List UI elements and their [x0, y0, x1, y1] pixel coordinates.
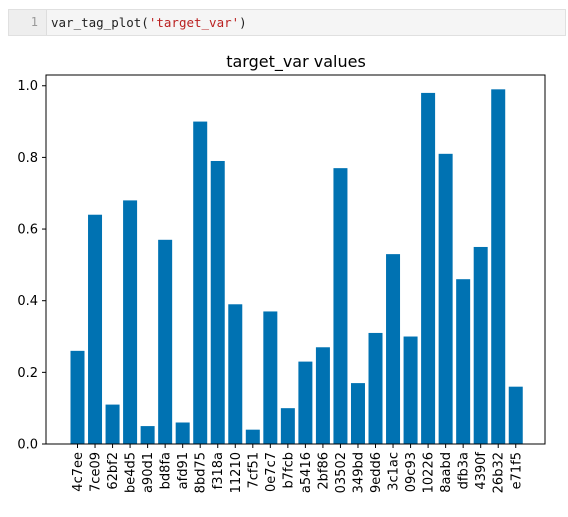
bar-349bd	[350, 383, 365, 444]
bar-b7fcb	[280, 408, 295, 444]
bar-a5416	[298, 361, 313, 444]
y-axis: 0.0 0.2 0.4 0.6 0.8 1.0	[17, 79, 46, 453]
x-tick-label: afd91	[176, 452, 191, 489]
x-tick-label: 7cf51	[246, 452, 261, 489]
y-tick-label: 0.0	[17, 438, 38, 453]
x-tick-label: be4d5	[124, 452, 139, 493]
x-tick-label: dfb3a	[457, 452, 472, 489]
bar-4390f	[473, 246, 488, 444]
x-tick-label: 09c93	[404, 452, 419, 492]
x-tick-label: 9edd6	[369, 452, 384, 493]
x-tick-label: 349bd	[351, 452, 366, 493]
bar-f318a	[210, 160, 225, 445]
x-tick-label: 03502	[334, 452, 349, 493]
x-tick-label: bd8fa	[159, 452, 174, 489]
x-tick-label: 3c1ac	[387, 452, 402, 491]
bar-bd8fa	[158, 239, 173, 444]
bar-26b32	[491, 89, 506, 444]
bar-dfb3a	[456, 279, 471, 444]
bar-e71f5	[508, 386, 523, 444]
code-string-literal: 'target_var'	[148, 15, 240, 30]
x-tick-label: 7ce09	[89, 452, 104, 492]
x-tick-label: b7fcb	[281, 452, 296, 489]
x-tick-label: 8bd75	[194, 452, 209, 493]
x-tick-label: a5416	[299, 452, 314, 493]
bar-10226	[421, 92, 436, 444]
y-tick-label: 0.6	[17, 223, 38, 238]
bar-7ce09	[88, 214, 103, 444]
code-function-call: var_tag_plot(	[51, 15, 149, 30]
plot-frame	[45, 74, 546, 445]
bar-7cf51	[245, 429, 260, 444]
x-tick-label: f318a	[211, 452, 226, 489]
code-cell[interactable]: 1 var_tag_plot('target_var')	[8, 9, 566, 36]
x-tick-label: 4c7ee	[71, 452, 86, 492]
bar-8aabd	[438, 153, 453, 444]
bar-09c93	[403, 336, 418, 444]
x-tick-label: a90d1	[141, 452, 156, 493]
line-number: 1	[9, 10, 47, 35]
code-line[interactable]: var_tag_plot('target_var')	[51, 10, 247, 35]
bar-be4d5	[123, 200, 138, 444]
bar-8bd75	[193, 121, 208, 444]
bar-03502	[333, 168, 348, 444]
x-tick-label: 0e7c7	[264, 452, 279, 492]
x-tick-label: 4390f	[474, 452, 489, 490]
x-tick-label: 8aabd	[439, 452, 454, 493]
bar-9edd6	[368, 332, 383, 444]
bar-afd91	[175, 422, 190, 444]
bar-4c7ee	[70, 350, 85, 444]
x-axis: 4c7ee 7ce09 62bf2 be4d5 a90d1 bd8fa afd91 8bd75…	[71, 444, 524, 493]
y-tick-label: 0.8	[17, 151, 38, 166]
y-tick-label: 0.2	[17, 366, 38, 381]
bar-a90d1	[140, 426, 155, 444]
bar-3c1ac	[386, 254, 401, 444]
bar-62bf2	[105, 404, 120, 444]
bars-group	[70, 89, 523, 445]
bar-11210	[228, 304, 243, 444]
x-tick-label: 2bf86	[316, 452, 331, 490]
y-tick-label: 1.0	[17, 79, 38, 94]
chart-title: target_var values	[226, 52, 366, 72]
x-tick-label: 26b32	[492, 452, 507, 493]
x-tick-label: 62bf2	[106, 452, 121, 490]
x-tick-label: 11210	[229, 452, 244, 493]
code-closing-paren: )	[239, 15, 247, 30]
bar-2bf86	[315, 347, 330, 444]
x-tick-label: e71f5	[509, 452, 524, 489]
x-tick-label: 10226	[422, 452, 437, 493]
bar-0e7c7	[263, 311, 278, 444]
y-tick-label: 0.4	[17, 294, 38, 309]
